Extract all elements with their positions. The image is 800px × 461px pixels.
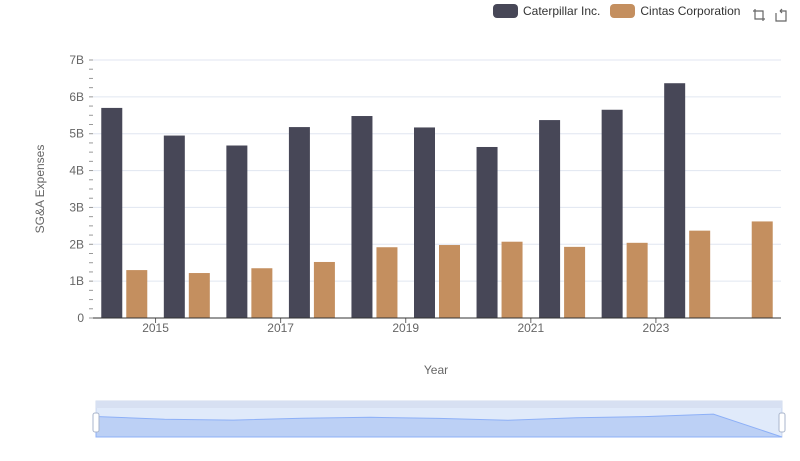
- bar-cintas-2019[interactable]: [439, 245, 460, 318]
- bar-caterpillar-2017[interactable]: [288, 127, 310, 318]
- legend-item-caterpillar[interactable]: Caterpillar Inc.: [493, 4, 600, 18]
- legend-label: Cintas Corporation: [640, 4, 741, 18]
- bar-caterpillar-2023[interactable]: [664, 83, 686, 318]
- bar-cintas-2022[interactable]: [626, 242, 648, 318]
- zoom-icon[interactable]: [750, 6, 768, 24]
- x-tick-label: 2021: [517, 321, 544, 335]
- bar-caterpillar-2022[interactable]: [601, 109, 623, 318]
- bar-caterpillar-2018[interactable]: [351, 116, 373, 318]
- bar-cintas-2014[interactable]: [126, 270, 148, 318]
- bar-caterpillar-2016[interactable]: [226, 145, 248, 318]
- legend-label: Caterpillar Inc.: [523, 4, 601, 18]
- x-tick-label: 2015: [142, 321, 169, 335]
- y-tick-label: 0: [77, 311, 84, 325]
- zoom-handle-right[interactable]: [778, 412, 786, 433]
- zoom-preview-area: [95, 413, 783, 438]
- bar-cintas-2024[interactable]: [751, 221, 773, 318]
- y-axis-ticks: 0 1B 2B 3B 4B 5B 6B 7B: [69, 53, 93, 325]
- bar-caterpillar-2015[interactable]: [163, 135, 185, 318]
- y-tick-label: 5B: [69, 127, 84, 141]
- zoom-selection[interactable]: [96, 408, 782, 437]
- x-tick-label: 2019: [392, 321, 419, 335]
- legend-item-cintas[interactable]: Cintas Corporation: [610, 4, 740, 18]
- bar-cintas-2023[interactable]: [689, 230, 711, 318]
- y-tick-label: 1B: [69, 274, 84, 288]
- legend-swatch: [493, 4, 518, 18]
- zoom-handle-left[interactable]: [92, 412, 100, 433]
- y-tick-label: 6B: [69, 90, 84, 104]
- bars: [101, 83, 773, 319]
- bar-caterpillar-2020[interactable]: [476, 146, 498, 318]
- bar-cintas-2016[interactable]: [251, 268, 273, 318]
- bar-cintas-2017[interactable]: [313, 261, 335, 318]
- x-axis-ticks: 2015 2017 2019 2021 2023: [142, 318, 670, 335]
- y-tick-label: 3B: [69, 200, 84, 214]
- toolbox: [746, 6, 790, 24]
- legend-swatch: [610, 4, 636, 18]
- restore-icon[interactable]: [772, 6, 790, 24]
- zoom-top-bar[interactable]: [96, 401, 782, 408]
- bar-cintas-2015[interactable]: [188, 273, 210, 318]
- bar-cintas-2018[interactable]: [376, 247, 398, 318]
- bar-cintas-2021[interactable]: [564, 246, 586, 318]
- x-tick-label: 2023: [643, 321, 670, 335]
- bar-caterpillar-2014[interactable]: [101, 107, 123, 319]
- bar-caterpillar-2019[interactable]: [414, 127, 435, 318]
- bar-caterpillar-2021[interactable]: [539, 120, 561, 318]
- y-tick-label: 4B: [69, 164, 84, 178]
- x-axis-label: Year: [424, 363, 448, 377]
- y-axis-label: SG&A Expenses: [33, 145, 47, 234]
- data-zoom-slider[interactable]: [92, 400, 786, 438]
- y-tick-label: 7B: [69, 53, 84, 67]
- legend: Caterpillar Inc. Cintas Corporation: [493, 4, 750, 18]
- bar-cintas-2020[interactable]: [501, 241, 523, 318]
- grid-lines: [93, 59, 781, 282]
- y-tick-label: 2B: [69, 237, 84, 251]
- x-tick-label: 2017: [267, 321, 294, 335]
